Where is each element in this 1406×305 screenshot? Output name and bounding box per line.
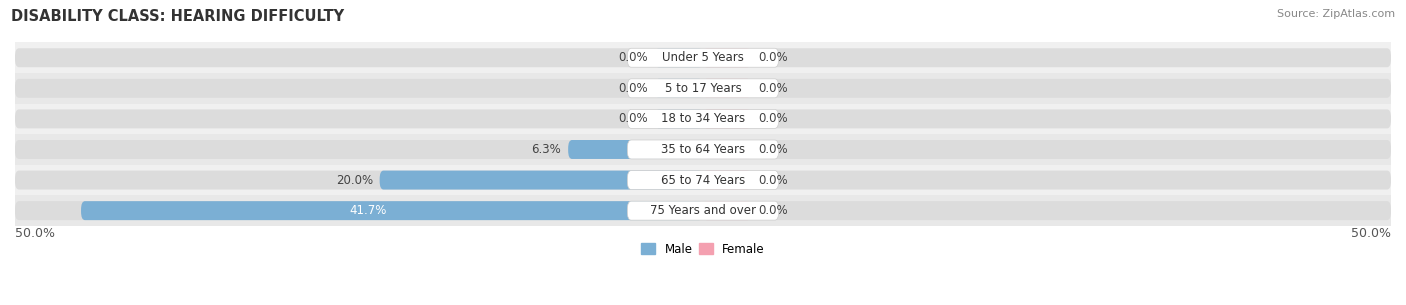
- Text: 50.0%: 50.0%: [1351, 228, 1391, 240]
- Text: 50.0%: 50.0%: [15, 228, 55, 240]
- FancyBboxPatch shape: [703, 170, 751, 189]
- FancyBboxPatch shape: [703, 201, 751, 220]
- FancyBboxPatch shape: [703, 48, 751, 67]
- FancyBboxPatch shape: [703, 79, 751, 98]
- FancyBboxPatch shape: [627, 170, 779, 189]
- FancyBboxPatch shape: [627, 140, 779, 159]
- Text: 5 to 17 Years: 5 to 17 Years: [665, 82, 741, 95]
- FancyBboxPatch shape: [568, 140, 703, 159]
- FancyBboxPatch shape: [82, 201, 703, 220]
- Text: 35 to 64 Years: 35 to 64 Years: [661, 143, 745, 156]
- FancyBboxPatch shape: [15, 170, 1391, 189]
- Bar: [15, 42, 1391, 73]
- Text: 0.0%: 0.0%: [619, 113, 648, 125]
- Text: 0.0%: 0.0%: [758, 143, 787, 156]
- FancyBboxPatch shape: [15, 109, 1391, 128]
- Text: 0.0%: 0.0%: [758, 204, 787, 217]
- FancyBboxPatch shape: [627, 79, 779, 98]
- Text: DISABILITY CLASS: HEARING DIFFICULTY: DISABILITY CLASS: HEARING DIFFICULTY: [11, 9, 344, 24]
- Text: 18 to 34 Years: 18 to 34 Years: [661, 113, 745, 125]
- Text: 65 to 74 Years: 65 to 74 Years: [661, 174, 745, 187]
- FancyBboxPatch shape: [15, 79, 1391, 98]
- Bar: [15, 104, 1391, 134]
- Text: 0.0%: 0.0%: [619, 82, 648, 95]
- FancyBboxPatch shape: [15, 48, 1391, 67]
- Bar: [15, 73, 1391, 104]
- Bar: [15, 134, 1391, 165]
- Text: 75 Years and over: 75 Years and over: [650, 204, 756, 217]
- Bar: [15, 196, 1391, 226]
- FancyBboxPatch shape: [15, 140, 1391, 159]
- Text: 20.0%: 20.0%: [336, 174, 373, 187]
- FancyBboxPatch shape: [655, 109, 703, 128]
- FancyBboxPatch shape: [627, 48, 779, 67]
- Text: 0.0%: 0.0%: [758, 113, 787, 125]
- Text: Under 5 Years: Under 5 Years: [662, 51, 744, 64]
- Text: 41.7%: 41.7%: [349, 204, 387, 217]
- FancyBboxPatch shape: [703, 109, 751, 128]
- Bar: [15, 165, 1391, 196]
- Legend: Male, Female: Male, Female: [637, 238, 769, 260]
- Text: 0.0%: 0.0%: [758, 174, 787, 187]
- FancyBboxPatch shape: [380, 170, 703, 189]
- Text: Source: ZipAtlas.com: Source: ZipAtlas.com: [1277, 9, 1395, 19]
- Text: 0.0%: 0.0%: [758, 82, 787, 95]
- FancyBboxPatch shape: [627, 201, 779, 220]
- FancyBboxPatch shape: [655, 48, 703, 67]
- FancyBboxPatch shape: [15, 201, 1391, 220]
- FancyBboxPatch shape: [703, 140, 751, 159]
- FancyBboxPatch shape: [655, 79, 703, 98]
- Text: 0.0%: 0.0%: [619, 51, 648, 64]
- FancyBboxPatch shape: [627, 109, 779, 128]
- Text: 0.0%: 0.0%: [758, 51, 787, 64]
- Text: 6.3%: 6.3%: [531, 143, 561, 156]
